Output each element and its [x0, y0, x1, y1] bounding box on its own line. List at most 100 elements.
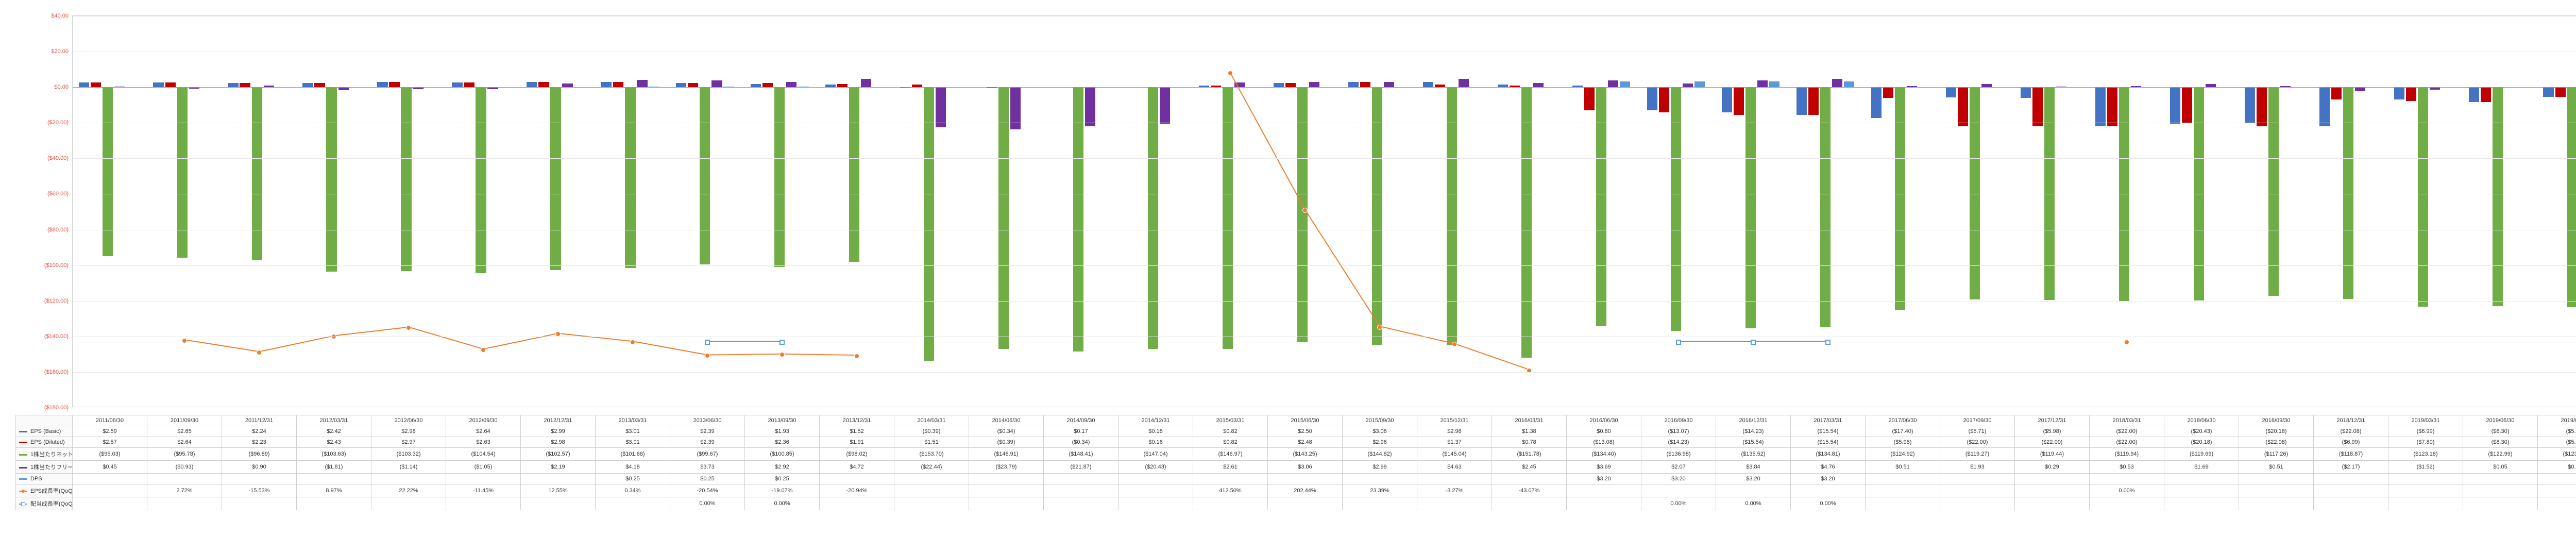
cell: $2.48: [1268, 437, 1343, 448]
cell: 2015/09/30: [1343, 415, 1417, 426]
cell: ($20.18): [2239, 426, 2314, 437]
left-axis-tick: ($180.00): [42, 405, 73, 411]
cell: ($14.23): [1716, 426, 1791, 437]
row-header: 配当成長率(QoQ): [16, 497, 73, 510]
cell: [1044, 474, 1118, 484]
cell: 2012/06/30: [371, 415, 446, 426]
cell: ($7.80): [2388, 437, 2463, 448]
cell: $3.20: [1716, 474, 1791, 484]
cell: $1.52: [820, 426, 894, 437]
cell: [371, 474, 446, 484]
cell: [2388, 484, 2463, 497]
cell: 2014/06/30: [969, 415, 1044, 426]
cell: 2015/06/30: [1268, 415, 1343, 426]
cell: $0.45: [73, 461, 147, 474]
cell: -43.07%: [1492, 484, 1567, 497]
cell: [73, 474, 147, 484]
cell: ($5.71): [1940, 426, 2015, 437]
cell: $2.24: [222, 426, 297, 437]
cell: [1567, 484, 1641, 497]
cell: [2538, 484, 2576, 497]
cell: 0.00%: [1641, 497, 1716, 510]
cell: [1940, 484, 2015, 497]
cell: [969, 484, 1044, 497]
cell: ($20.18): [2164, 437, 2239, 448]
cell: 2012/12/31: [521, 415, 596, 426]
cell: [820, 474, 894, 484]
cell: [894, 497, 969, 510]
cell: $4.63: [1417, 461, 1492, 474]
cell: $3.69: [1567, 461, 1641, 474]
cell: 2016/12/31: [1716, 415, 1791, 426]
cell: $2.63: [446, 437, 521, 448]
cell: [1118, 497, 1193, 510]
cell: [969, 497, 1044, 510]
cell: ($22.00): [1940, 437, 2015, 448]
cell: [2538, 497, 2576, 510]
cell: $2.98: [521, 437, 596, 448]
cell: ($99.67): [670, 448, 745, 461]
cell: -20.54%: [670, 484, 745, 497]
cell: ($144.82): [1343, 448, 1417, 461]
cell: [820, 497, 894, 510]
cell: [2164, 474, 2239, 484]
cell: $0.16: [1118, 437, 1193, 448]
cell: ($95.78): [147, 448, 222, 461]
cell: 2019/06/30: [2463, 415, 2538, 426]
cell: $2.61: [1193, 461, 1268, 474]
row-header: EPS成長率(QoQ): [16, 484, 73, 497]
cell: $2.99: [1343, 461, 1417, 474]
cell: $0.25: [596, 474, 670, 484]
cell: $1.51: [894, 437, 969, 448]
cell: ($22.08): [2314, 426, 2388, 437]
cell: -3.27%: [1417, 484, 1492, 497]
cell: ($13.08): [1567, 437, 1641, 448]
cell: [969, 474, 1044, 484]
cell: ($1.52): [2388, 461, 2463, 474]
left-axis-tick: ($140.00): [42, 333, 73, 340]
cell: $0.90: [222, 461, 297, 474]
cell: $3.01: [596, 426, 670, 437]
cell: $0.82: [1193, 426, 1268, 437]
cell: ($22.44): [894, 461, 969, 474]
cell: $0.16: [1118, 426, 1193, 437]
cell: [1118, 474, 1193, 484]
left-axis-tick: ($100.00): [42, 262, 73, 269]
cell: [297, 474, 371, 484]
cell: 2.72%: [147, 484, 222, 497]
cell: 0.34%: [596, 484, 670, 497]
cell: [2314, 484, 2388, 497]
cell: $0.25: [670, 474, 745, 484]
cell: [1343, 497, 1417, 510]
cell: ($100.85): [745, 448, 820, 461]
cell: [73, 484, 147, 497]
cell: ($6.99): [2314, 437, 2388, 448]
cell: $2.65: [147, 426, 222, 437]
cell: $1.91: [820, 437, 894, 448]
row-label: EPS (Basic): [30, 428, 61, 434]
cell: ($98.02): [820, 448, 894, 461]
cell: ($103.32): [371, 448, 446, 461]
cell: [2164, 497, 2239, 510]
cell: [2388, 474, 2463, 484]
cell: ($153.70): [894, 448, 969, 461]
row-label: DPS: [30, 476, 42, 482]
cell: [1417, 474, 1492, 484]
cell: ($0.34): [1044, 437, 1118, 448]
cell: $3.01: [596, 437, 670, 448]
cell: $2.43: [297, 437, 371, 448]
cell: ($23.79): [969, 461, 1044, 474]
cell: $0.51: [1866, 461, 1940, 474]
cell: [1118, 484, 1193, 497]
cell: ($135.52): [1716, 448, 1791, 461]
cell: [222, 497, 297, 510]
table: 2011/06/302011/09/302011/12/312012/03/31…: [15, 415, 2576, 510]
cell: $2.07: [1641, 461, 1716, 474]
left-axis-tick: $0.00: [42, 84, 73, 90]
row-header: EPS (Basic): [16, 426, 73, 437]
left-axis-tick: ($80.00): [42, 227, 73, 233]
cell: ($1.05): [446, 461, 521, 474]
cell: ($0.39): [969, 437, 1044, 448]
cell: $4.76: [1791, 461, 1866, 474]
cell: $0.53: [2090, 461, 2164, 474]
